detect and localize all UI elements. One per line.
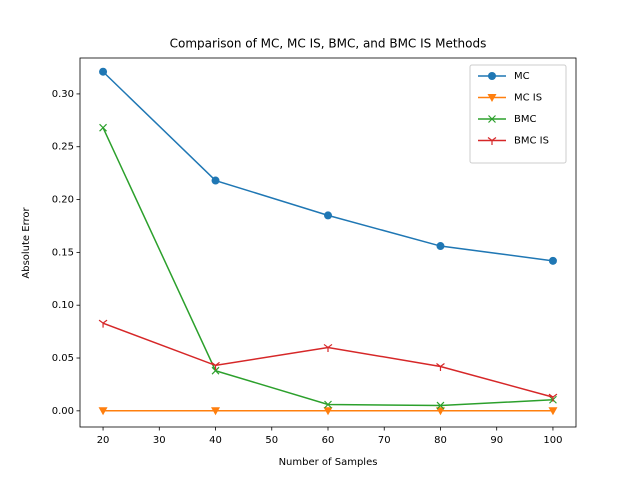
marker (211, 361, 220, 370)
marker (548, 393, 558, 402)
y-tick-label: 0.25 (52, 142, 74, 153)
marker (323, 343, 333, 352)
marker (548, 256, 557, 265)
y-tick-label: 0.10 (52, 300, 74, 311)
x-tick-label: 40 (209, 435, 222, 446)
marker (99, 67, 108, 76)
x-axis-label: Number of Samples (279, 457, 378, 468)
legend: MC MC IS BMC BMC IS (469, 64, 567, 164)
x-tick-label: 100 (543, 435, 562, 446)
x-tick-label: 60 (322, 435, 335, 446)
series-line (102, 322, 554, 398)
legend-label: MC IS (514, 93, 542, 104)
x-tick-label: 50 (265, 435, 278, 446)
marker (548, 407, 558, 416)
marker (435, 407, 445, 416)
marker (211, 176, 220, 185)
y-tick-label: 0.05 (52, 353, 74, 364)
marker (323, 407, 333, 416)
marker (211, 407, 221, 416)
y-tick-label: 0.00 (52, 406, 74, 417)
marker (99, 123, 107, 132)
y-axis-label: Absolute Error (21, 206, 32, 278)
x-tick-label: 90 (490, 435, 503, 446)
marker (211, 366, 220, 375)
marker (487, 137, 497, 145)
series-line (102, 127, 553, 407)
y-tick-label: 0.15 (52, 247, 74, 258)
marker (487, 94, 497, 102)
plot-frame (79, 57, 577, 428)
marker (436, 362, 445, 371)
y-tick-label: 0.20 (52, 195, 74, 206)
x-tick-label: 80 (434, 435, 447, 446)
marker (488, 115, 496, 123)
chart-title: Comparison of MC, MC IS, BMC, and BMC IS… (170, 37, 487, 51)
marker (436, 401, 445, 410)
legend-label: MC (514, 71, 530, 82)
x-tick-label: 30 (153, 435, 166, 446)
y-tick-label: 0.30 (52, 89, 74, 100)
x-tick-label: 70 (378, 435, 391, 446)
marker (488, 72, 496, 80)
marker (324, 211, 332, 220)
legend-label: BMC IS (514, 136, 549, 147)
x-tick-label: 20 (97, 435, 110, 446)
marker (98, 319, 108, 328)
legend-label: BMC (514, 114, 536, 125)
marker (436, 242, 445, 251)
marker (324, 400, 332, 409)
marker (98, 407, 108, 416)
